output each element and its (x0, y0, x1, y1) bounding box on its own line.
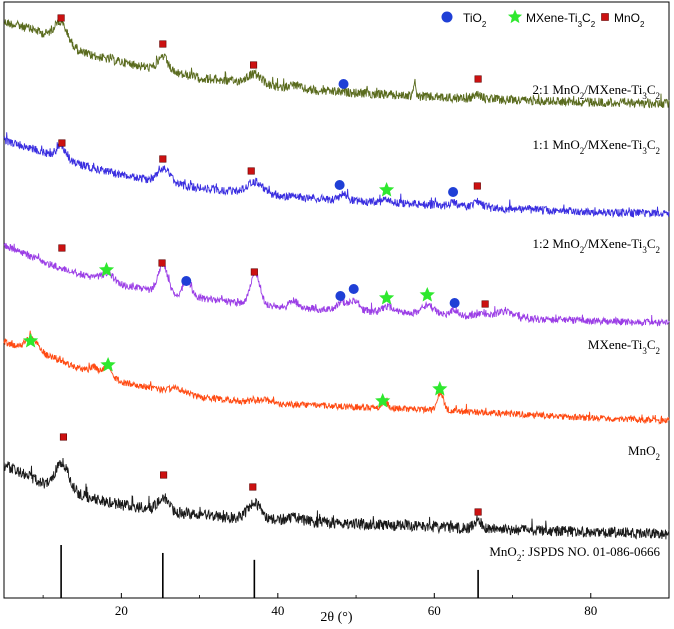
mno2-marker (247, 167, 255, 175)
x-tick-label: 40 (271, 603, 284, 618)
mno2-marker (250, 61, 258, 69)
mno2-marker (481, 300, 489, 308)
trace-label-4: MnO2 (628, 443, 660, 462)
series-trace-1 (3, 132, 670, 219)
legend-marker-circle (441, 11, 453, 23)
reference-sticks (60, 545, 479, 598)
trace-label-1: 1:1 MnO2/MXene-Ti3C2 (532, 137, 660, 156)
mno2-marker (249, 483, 257, 491)
tio2-marker (334, 180, 345, 190)
series-trace-3 (3, 330, 670, 425)
plot-border (3, 1, 670, 599)
mno2-marker (474, 75, 482, 83)
trace-label-3: MXene-Ti3C2 (588, 337, 660, 356)
trace-label-0: 2:1 MnO2/MXene-Ti3C2 (532, 82, 660, 101)
mxene-marker (379, 182, 395, 197)
legend-marker-square (601, 13, 609, 21)
tio2-marker (181, 276, 192, 286)
mxene-marker (375, 393, 391, 408)
mno2-marker (158, 259, 166, 267)
series-trace-4 (3, 457, 670, 540)
legend-label-square: MnO2 (614, 11, 645, 29)
plot-frame (3, 1, 670, 599)
peak-markers (23, 14, 489, 516)
mno2-marker (159, 155, 167, 163)
mno2-marker (160, 471, 168, 479)
mno2-marker (57, 14, 65, 22)
mxene-marker (100, 357, 116, 372)
mxene-marker (379, 290, 395, 305)
tio2-marker (338, 79, 349, 89)
tio2-marker (448, 187, 459, 197)
mno2-marker (58, 244, 66, 252)
mno2-marker (159, 40, 167, 48)
mno2-marker (474, 508, 482, 516)
series-trace-0 (3, 19, 670, 109)
legend-label-circle: TiO2 (463, 11, 487, 29)
mno2-marker (58, 139, 66, 147)
mno2-marker (250, 268, 258, 276)
x-tick-label: 60 (428, 603, 441, 618)
tio2-marker (449, 298, 460, 308)
xrd-traces (3, 19, 670, 540)
trace-label-2: 1:2 MnO2/MXene-Ti3C2 (532, 236, 660, 255)
tio2-marker (348, 284, 359, 294)
x-axis: 20 40 60 80 2θ (°) (42, 593, 670, 625)
x-axis-title: 2θ (°) (320, 610, 352, 625)
mxene-marker (419, 287, 435, 302)
mxene-marker (432, 381, 448, 396)
legend-label-star: MXene-Ti3C2 (526, 11, 596, 29)
x-tick-label: 80 (584, 603, 597, 618)
legend-marker-star (507, 9, 523, 24)
tio2-marker (335, 291, 346, 301)
trace-labels: 2:1 MnO2/MXene-Ti3C2 1:1 MnO2/MXene-Ti3C2… (489, 82, 660, 563)
mxene-marker (23, 333, 39, 348)
mno2-marker (473, 182, 481, 190)
mxene-marker (98, 262, 115, 277)
series-trace-2 (3, 242, 670, 327)
legend: TiO2 MXene-Ti3C2 MnO2 (441, 9, 645, 29)
reference-label: MnO2: JSPDS NO. 01-086-0666 (489, 544, 660, 563)
x-tick-label: 20 (115, 603, 128, 618)
mno2-marker (59, 433, 68, 441)
